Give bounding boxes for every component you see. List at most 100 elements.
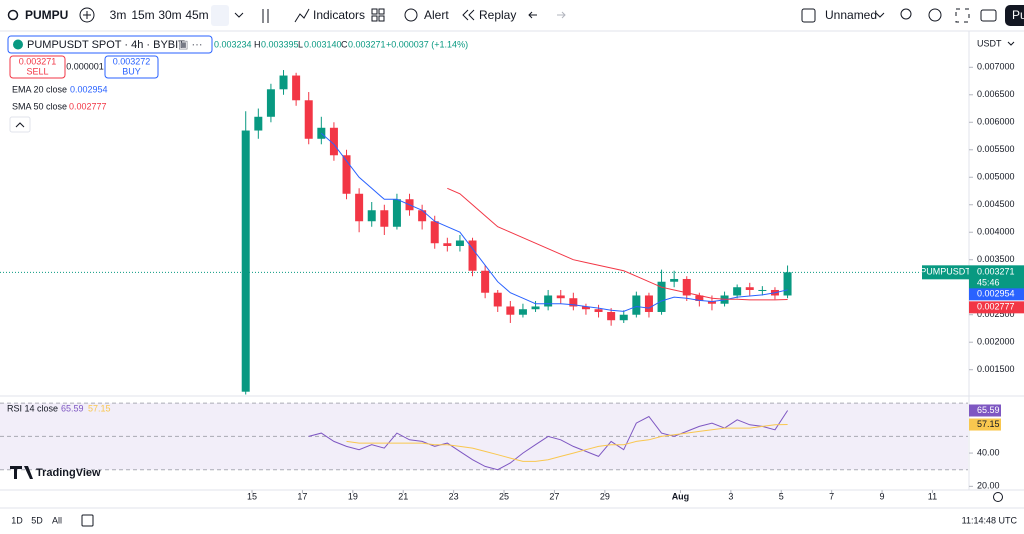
interval-button[interactable]: 45m	[185, 8, 208, 22]
candle-body	[367, 210, 376, 222]
templates-icon	[371, 15, 378, 22]
candle-body	[531, 306, 540, 310]
sma-legend-name: SMA 50 close	[12, 101, 67, 111]
y-tick-label: 0.005000	[977, 172, 1015, 182]
y-tick-label: 0.002000	[977, 337, 1015, 347]
candle-body	[380, 210, 389, 227]
layout-checkbox[interactable]	[801, 8, 816, 23]
moving-average-line	[320, 132, 788, 312]
symbol-legend-box[interactable]	[7, 35, 213, 54]
quick-search[interactable]	[900, 8, 912, 20]
settings-button[interactable]	[928, 8, 942, 22]
compare-button[interactable]	[79, 7, 95, 23]
candle-body	[619, 314, 628, 321]
collapse-legend[interactable]	[9, 116, 31, 133]
x-tick-label: 15	[247, 491, 257, 501]
y-tick-label: 0.004000	[977, 227, 1015, 237]
axis-settings[interactable]	[993, 492, 1003, 502]
x-tick-label: 9	[880, 491, 885, 501]
templates-icon[interactable]	[371, 8, 378, 15]
range-button[interactable]: 1D	[11, 515, 23, 525]
legend-close-label: C	[341, 39, 348, 49]
moving-average-line	[447, 187, 788, 301]
buy-label: BUY	[122, 66, 141, 76]
candle-body	[292, 75, 301, 101]
y-tick-label: 0.006000	[977, 117, 1015, 127]
replay-button[interactable]: Replay	[479, 8, 516, 22]
chart-type-icon[interactable]	[262, 9, 269, 23]
candle-body	[682, 278, 691, 296]
redo-button[interactable]	[557, 11, 566, 19]
y-tick-label: 0.006500	[977, 89, 1015, 99]
candle-body	[254, 116, 263, 131]
interval-dropdown[interactable]	[234, 12, 244, 18]
search-icon[interactable]	[7, 9, 19, 21]
alert-icon[interactable]	[404, 8, 418, 22]
interval-button[interactable]: 30m	[158, 8, 181, 22]
candle-body	[493, 292, 502, 307]
range-button[interactable]: 5D	[31, 515, 43, 525]
interval-button[interactable]: 3m	[110, 8, 127, 22]
interval-button[interactable]: 15m	[131, 8, 154, 22]
candle-body	[241, 130, 250, 392]
ema-price-text: 0.002954	[977, 289, 1015, 299]
logo-text[interactable]: TradingView	[36, 467, 101, 479]
clock[interactable]: 11:14:48 UTC	[962, 515, 1018, 525]
rsi-ma-legend-value: 57.15	[88, 403, 111, 413]
candle-body	[544, 295, 553, 307]
logo-mark	[10, 466, 33, 479]
rsi-y-tick-label: 40.00	[977, 447, 1000, 457]
alert-button[interactable]: Alert	[424, 8, 449, 22]
y-tick-label: 0.004500	[977, 199, 1015, 209]
candle-body	[317, 127, 326, 139]
layout-dropdown[interactable]	[875, 12, 885, 18]
publish-button[interactable]	[1005, 5, 1024, 26]
legend-icons[interactable]: ▣ ⋯	[178, 39, 202, 51]
legend-low-label: L	[298, 39, 303, 49]
candle-body	[304, 100, 313, 139]
candle-body	[556, 295, 565, 299]
fullscreen-button[interactable]	[955, 8, 970, 23]
candle-body	[657, 281, 666, 312]
candle-body	[518, 309, 527, 315]
undo-button[interactable]	[528, 11, 537, 19]
indicators-icon[interactable]	[294, 8, 310, 23]
candle-body	[644, 295, 653, 312]
layout-name[interactable]: Unnamed	[825, 8, 877, 22]
ema-legend-name: EMA 20 close	[12, 84, 67, 94]
buy-price: 0.003272	[113, 56, 151, 66]
replay-icon[interactable]	[462, 9, 475, 21]
symbol-search[interactable]: PUMPUSDT	[25, 8, 93, 22]
buy-button[interactable]	[104, 55, 159, 79]
x-tick-label: 7	[829, 491, 834, 501]
toolbar	[0, 0, 1024, 31]
spread: 0.000001	[66, 61, 104, 71]
sell-button[interactable]	[9, 55, 66, 79]
candle-body	[481, 270, 490, 293]
last-price-tag	[969, 265, 1024, 290]
x-tick-label: Aug	[672, 491, 690, 501]
x-tick-label: 25	[499, 491, 509, 501]
sell-label: SELL	[26, 66, 48, 76]
y-tick-label: 0.002500	[977, 309, 1015, 319]
currency-label[interactable]: USDT	[977, 38, 1002, 48]
x-tick-label: 17	[297, 491, 307, 501]
goto-date-button[interactable]	[81, 514, 94, 527]
sma-legend-value: 0.002777	[69, 101, 107, 111]
indicators-button[interactable]: Indicators	[313, 8, 365, 22]
candle-body	[581, 306, 590, 310]
sell-price: 0.003271	[19, 56, 57, 66]
currency-dropdown[interactable]	[1007, 41, 1015, 46]
x-tick-label: 11	[928, 491, 937, 501]
snapshot-button[interactable]	[980, 9, 997, 22]
ema-price-tag	[969, 288, 1024, 301]
candle-body	[266, 89, 275, 117]
candle-body	[342, 155, 351, 194]
x-tick-label: 5	[779, 491, 784, 501]
range-button[interactable]: All	[52, 515, 62, 525]
candle-body	[418, 210, 427, 222]
rsi-price-tag	[969, 404, 1001, 417]
candle-body	[695, 295, 704, 301]
x-tick-label: 3	[728, 491, 733, 501]
